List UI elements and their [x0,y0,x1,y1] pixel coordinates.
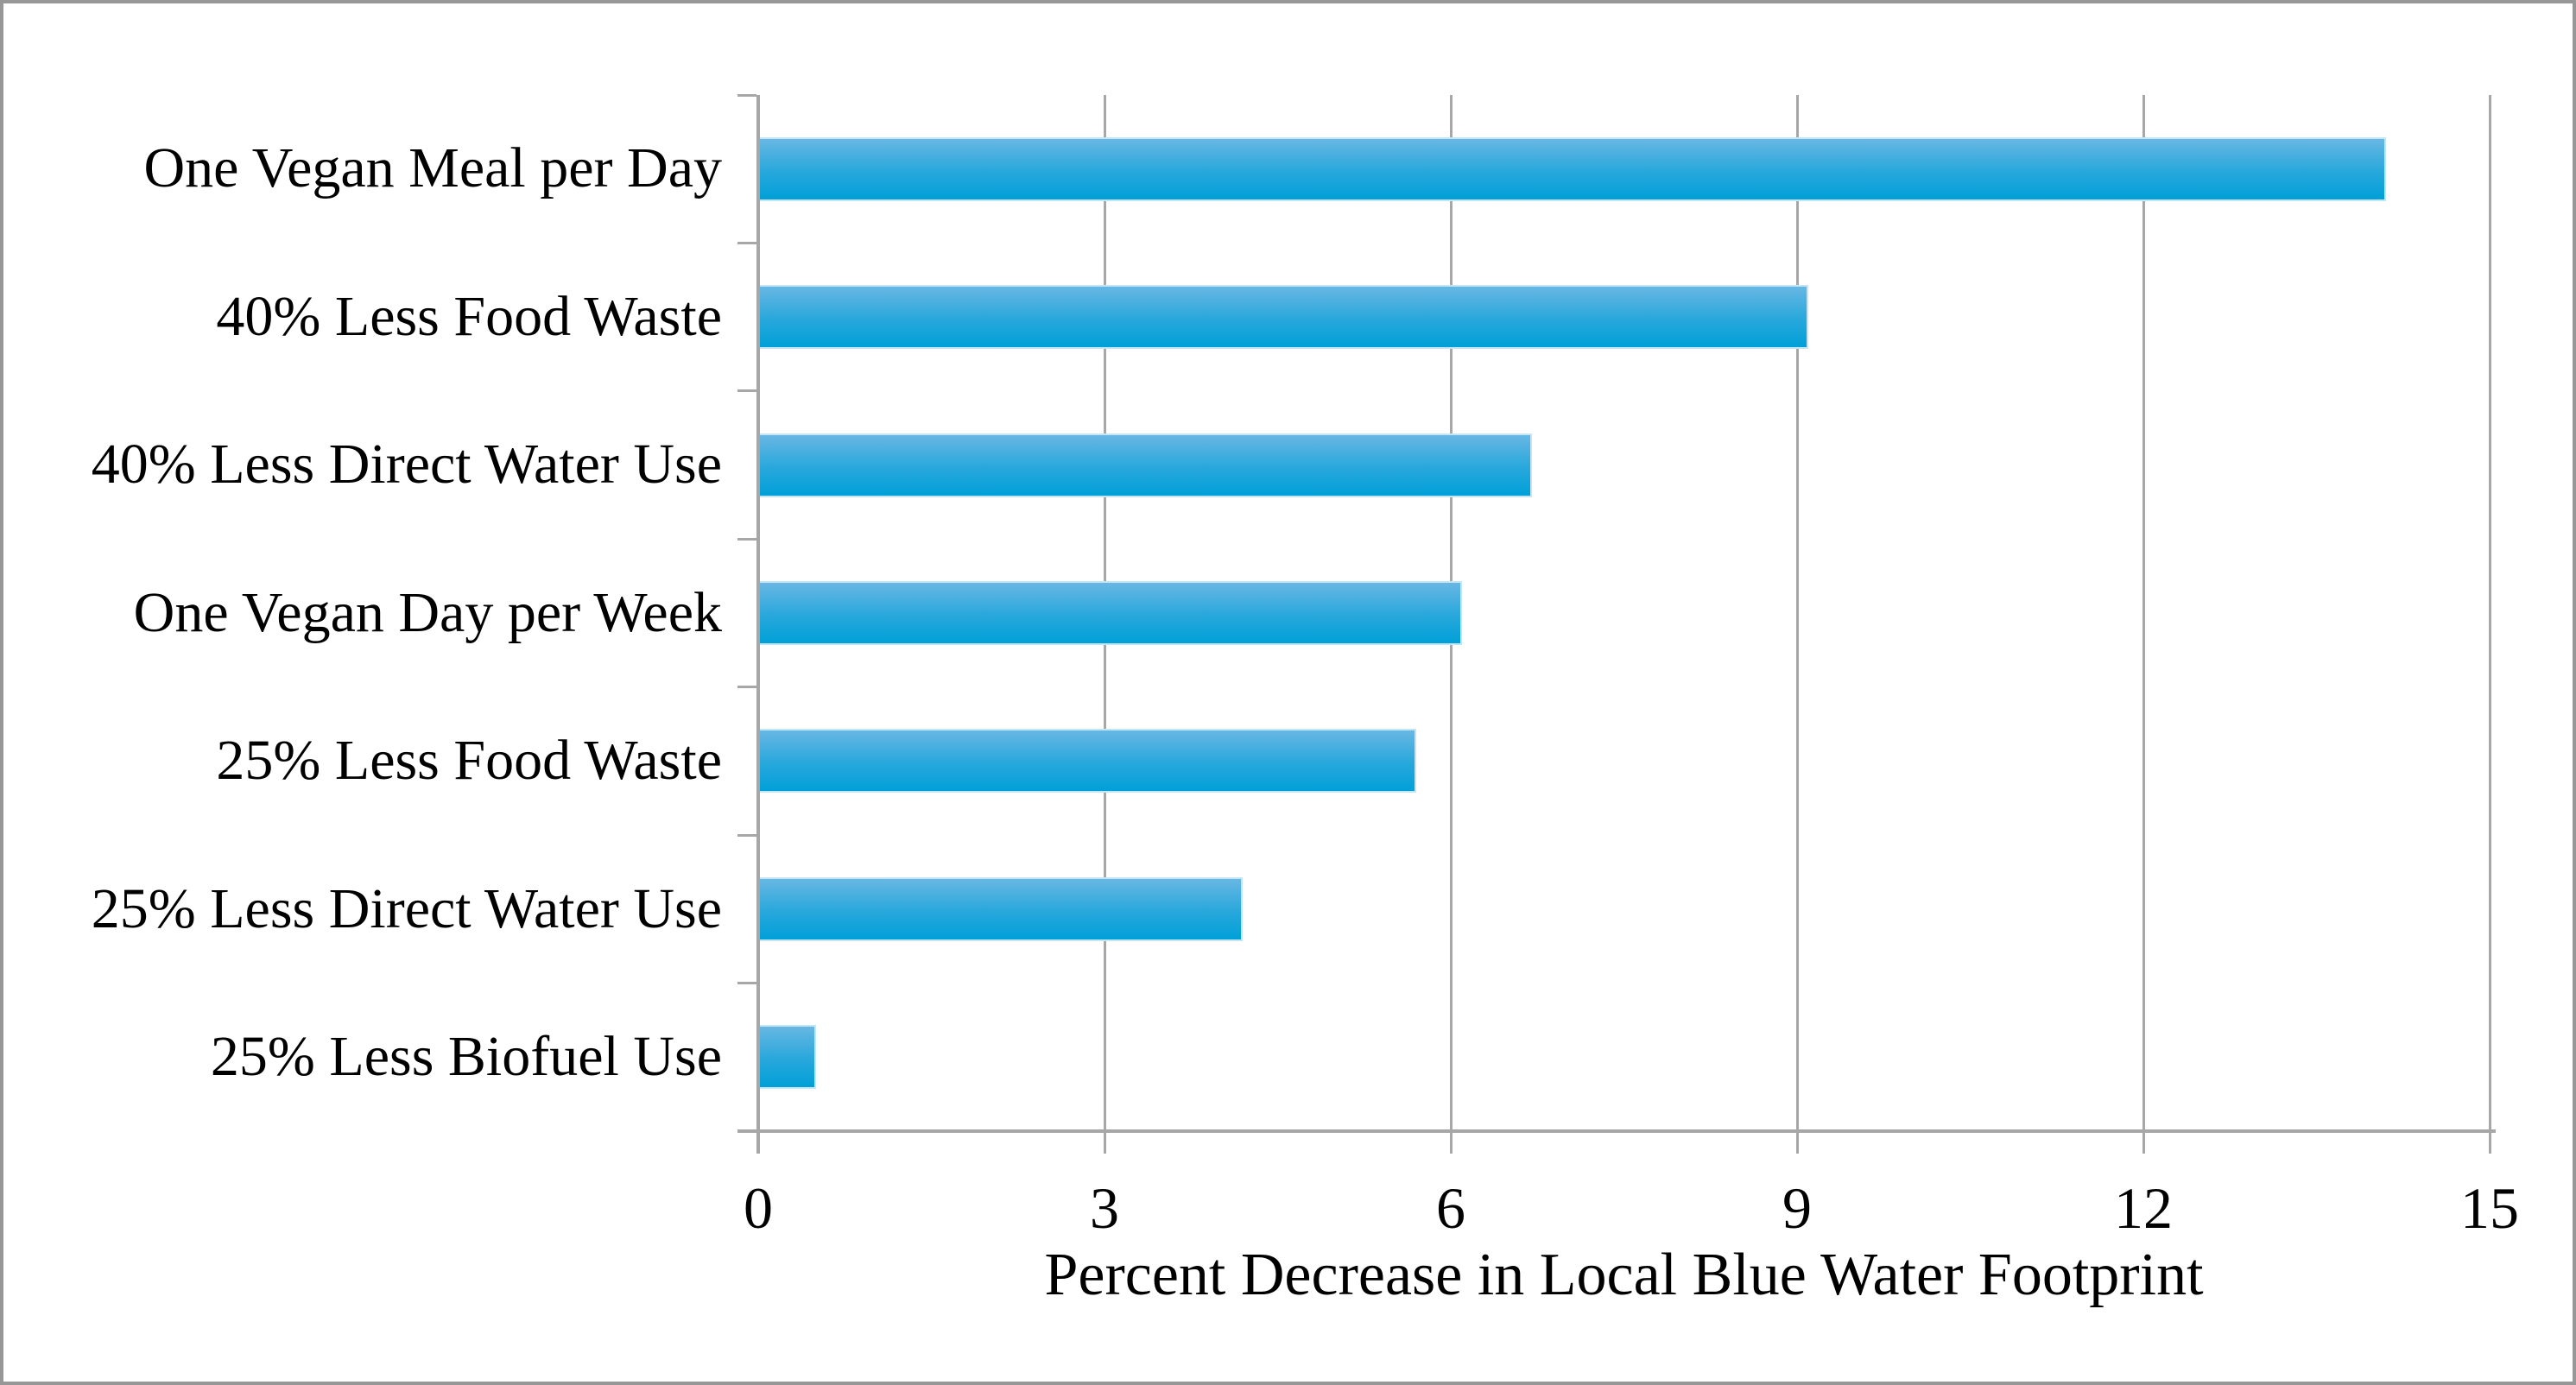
gridline-x-15 [2488,95,2491,1131]
x-tick-label-3: 3 [1090,1175,1119,1241]
y-tick-mark-3 [737,537,756,541]
x-tick-mark-0 [756,1133,760,1154]
bar-row [758,243,2490,390]
bar-row [758,835,2490,983]
x-tick-mark-3 [1103,1133,1106,1154]
bar-1 [758,136,2386,201]
bar-row [758,539,2490,686]
x-tick-label-12: 12 [2114,1175,2173,1241]
bar-row [758,95,2490,243]
category-label-1: One Vegan Meal per Day [143,136,722,200]
y-tick-mark-6 [737,982,756,985]
y-tick-mark-7 [737,1129,756,1133]
bar-3 [758,433,1532,497]
x-tick-mark-9 [1795,1133,1799,1154]
bar-row [758,983,2490,1131]
y-tick-mark-0 [737,93,756,97]
bar-4 [758,580,1463,645]
bar-7 [758,1025,816,1090]
x-axis-line [737,1129,2496,1133]
bars-container [758,95,2490,1131]
bar-6 [758,876,1244,941]
category-row: One Vegan Day per Week [17,539,722,686]
category-row: 25% Less Direct Water Use [17,835,722,983]
bar-5 [758,729,1416,794]
category-label-5: 25% Less Food Waste [216,729,722,793]
y-tick-mark-5 [737,833,756,837]
bar-2 [758,285,1809,350]
x-tick-label-9: 9 [1782,1175,1812,1241]
x-axis-title: Percent Decrease in Local Blue Water Foo… [1044,1242,2204,1308]
category-label-4: One Vegan Day per Week [133,580,722,644]
category-label-6: 25% Less Direct Water Use [91,876,722,940]
y-tick-mark-1 [737,241,756,244]
gridline-x-9 [1795,95,1799,1131]
y-axis-line [756,95,760,1154]
x-tick-mark-15 [2488,1133,2491,1154]
bar-row [758,391,2490,539]
x-tick-label-6: 6 [1436,1175,1465,1241]
y-tick-mark-4 [737,686,756,689]
category-label-7: 25% Less Biofuel Use [210,1024,722,1088]
category-row: 40% Less Food Waste [17,243,722,390]
category-label-3: 40% Less Direct Water Use [91,433,722,496]
category-row: One Vegan Meal per Day [17,95,722,243]
gridline-x-12 [2142,95,2145,1131]
y-tick-mark-2 [737,389,756,393]
category-row: 40% Less Direct Water Use [17,391,722,539]
category-label-2: 40% Less Food Waste [216,284,722,348]
category-row: 25% Less Biofuel Use [17,983,722,1131]
x-tick-label-0: 0 [744,1175,773,1241]
bar-row [758,687,2490,835]
x-tick-mark-6 [1449,1133,1453,1154]
category-row: 25% Less Food Waste [17,687,722,835]
x-tick-mark-12 [2142,1133,2145,1154]
x-tick-label-15: 15 [2460,1175,2519,1241]
category-axis-labels: One Vegan Meal per Day 40% Less Food Wast… [17,95,722,1131]
